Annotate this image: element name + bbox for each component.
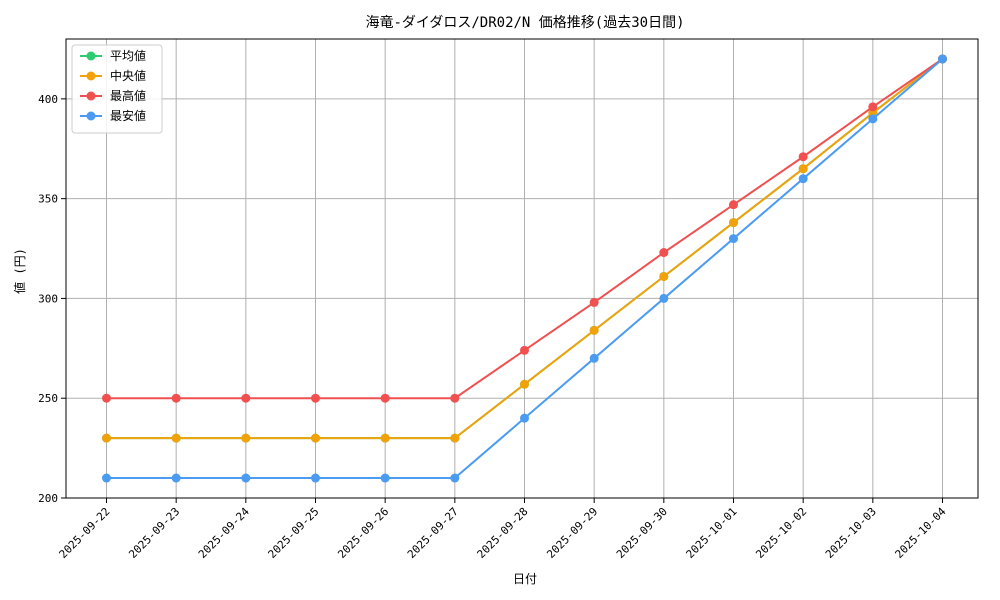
axes [65,38,979,499]
x-tick-label: 2025-09-23 [126,505,182,561]
legend-marker [86,111,96,121]
data-point [311,433,320,443]
x-tick-label: 2025-09-24 [196,505,252,561]
x-tick-label: 2025-10-01 [684,505,740,561]
data-point [450,393,460,403]
data-point [659,271,669,281]
y-tick-label: 300 [38,292,58,305]
data-point [798,174,808,184]
data-point [520,345,529,355]
legend-marker [86,71,96,81]
data-point [868,102,878,112]
legend-label: 最高値 [110,88,146,103]
y-tick-label: 400 [38,93,58,106]
data-point [729,234,738,244]
data-point [241,393,251,403]
x-tick-label: 2025-09-30 [614,505,670,561]
data-point [241,473,251,483]
data-point [659,293,669,303]
x-tick-label: 2025-10-03 [823,505,879,561]
series-layer [102,54,947,483]
x-tick-label: 2025-10-04 [893,505,949,561]
data-point [938,54,947,64]
data-point [659,248,669,258]
data-point [729,218,738,228]
x-tick-label: 2025-10-02 [753,505,809,561]
y-tick-label: 250 [38,392,58,405]
x-ticks: 2025-09-22 2025-09-23 2025-09-24 2025-09-25… [57,498,949,561]
data-point [450,433,460,443]
legend-box [71,44,163,134]
x-axis-label: 日付 [513,572,537,586]
y-axis-label: 値 (円) [12,248,27,294]
grid [66,39,978,499]
data-point [450,473,460,483]
data-point [241,433,251,443]
y-ticks: 200 250 300 350 400 [38,93,66,505]
data-point [380,433,390,443]
x-tick-label: 2025-09-28 [475,505,531,561]
legend-label: 中央値 [110,68,146,83]
data-point [102,393,111,403]
chart-title: 海竜-ダイダロス/DR02/N 価格推移(過去30日間) [365,14,684,31]
data-point [102,473,111,483]
data-point [380,473,390,483]
data-point [798,164,808,174]
data-point [311,473,320,483]
y-tick-label: 200 [38,492,58,505]
legend-label: 最安値 [110,108,146,123]
data-point [798,152,808,162]
x-tick-label: 2025-09-22 [57,505,113,561]
data-point [729,200,738,210]
series-中央値 [102,54,947,443]
data-point [311,393,320,403]
data-point [171,393,181,403]
legend-marker [86,51,96,61]
legend-marker [86,91,96,101]
plot-frame [65,38,979,499]
legend-label: 平均値 [110,48,146,63]
x-tick-label: 2025-09-25 [266,505,322,561]
data-point [102,433,111,443]
data-point [520,379,529,389]
x-tick-label: 2025-09-27 [405,505,461,561]
data-point [380,393,390,403]
data-point [171,433,181,443]
data-point [171,473,181,483]
data-point [520,413,529,423]
x-tick-label: 2025-09-26 [335,505,391,561]
data-point [589,325,599,335]
series-最安値 [102,54,947,483]
y-tick-label: 350 [38,193,58,206]
data-point [868,114,878,124]
x-tick-label: 2025-09-29 [544,505,600,561]
data-point [589,353,599,363]
data-point [589,297,599,307]
